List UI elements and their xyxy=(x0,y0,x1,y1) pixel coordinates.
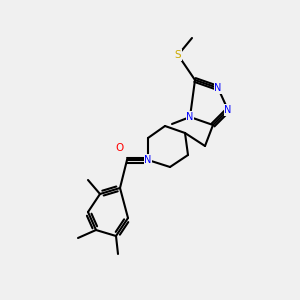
Text: N: N xyxy=(186,112,194,122)
Text: N: N xyxy=(224,105,232,115)
Text: N: N xyxy=(214,83,222,93)
Text: N: N xyxy=(144,155,152,165)
Text: S: S xyxy=(175,50,181,60)
Text: O: O xyxy=(116,143,124,153)
